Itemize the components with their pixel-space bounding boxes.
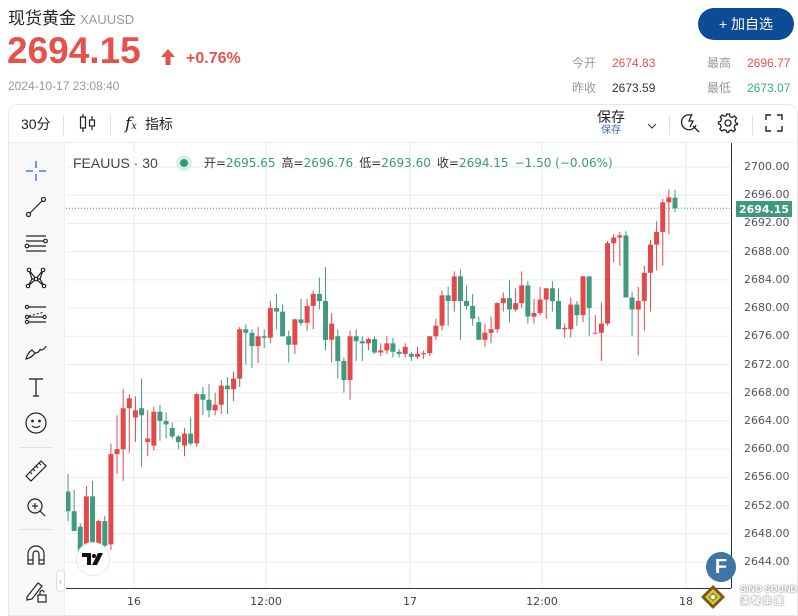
market-status-icon	[175, 154, 192, 171]
sidebar-divider	[19, 529, 53, 530]
function-icon: fx	[125, 114, 137, 134]
trend-line-tool[interactable]	[22, 193, 50, 221]
save-dropdown-button[interactable]	[647, 105, 657, 143]
price-tick: 2648.00	[744, 526, 790, 540]
zoom-in-tool[interactable]	[22, 493, 50, 521]
stat-prev-close-value: 2673.59	[612, 81, 656, 95]
quote-header: 现货黄金 XAUUSD 2694.15 +0.76% 2024-10-17 23:…	[0, 0, 798, 104]
brush-icon	[25, 345, 47, 360]
watermark-badge: F	[706, 552, 736, 582]
indicators-button[interactable]: fx 指标	[125, 105, 173, 143]
time-tick: 12:00	[250, 595, 282, 608]
stat-low: 最低 2673.07	[707, 81, 791, 95]
toolbar-divider	[63, 115, 64, 135]
forecast-icon	[24, 304, 47, 325]
pencil-lock-icon	[26, 582, 47, 603]
sidebar-divider	[19, 447, 53, 448]
price-tick: 2680.00	[744, 301, 790, 315]
time-tick: 16	[127, 595, 141, 608]
price-tick: 2696.00	[744, 188, 790, 202]
horizontal-lines-icon	[24, 235, 48, 252]
price-tick: 2664.00	[744, 413, 790, 427]
time-axis[interactable]: 16 12:00 17 12:00 18	[66, 588, 731, 616]
drawing-toolbar	[9, 143, 65, 615]
pattern-icon	[25, 267, 47, 289]
price-tick: 2668.00	[744, 385, 790, 399]
stat-high-value: 2696.77	[747, 56, 791, 70]
fullscreen-icon	[765, 113, 783, 135]
toolbar-divider	[752, 115, 753, 135]
price-tick: 2684.00	[744, 272, 790, 286]
lightning-search-icon	[679, 112, 701, 137]
price-tick: 2652.00	[744, 498, 790, 512]
price-tick: 2676.00	[744, 329, 790, 343]
price-tick: 2660.00	[744, 442, 790, 456]
brush-tool[interactable]	[22, 337, 50, 365]
last-price: 2694.15	[7, 30, 141, 71]
stat-prev-close: 昨收 2673.59	[572, 81, 656, 95]
price-tick: 2656.00	[744, 470, 790, 484]
price-tick: 2700.00	[744, 160, 790, 173]
watermark-text: SINO SOUND 漢 聲 集 團	[740, 584, 798, 606]
instrument-name: 现货黄金	[8, 9, 76, 28]
time-tick: 17	[403, 595, 417, 608]
price-tick: 2692.00	[744, 216, 790, 230]
forecast-tool[interactable]	[22, 301, 50, 329]
time-tick: 12:00	[526, 595, 558, 608]
add-to-watchlist-button[interactable]: + 加自选	[698, 8, 794, 40]
magnet-tool[interactable]	[22, 541, 50, 569]
instrument-title: 现货黄金 XAUUSD	[8, 4, 134, 29]
watermark-diamond-icon	[700, 584, 726, 615]
ruler-icon	[25, 460, 47, 482]
lock-drawings-tool[interactable]	[22, 577, 50, 605]
zoom-in-icon	[27, 498, 46, 517]
instrument-symbol: XAUUSD	[80, 12, 135, 27]
stat-open: 今开 2674.83	[572, 56, 656, 70]
candlestick-icon	[79, 113, 97, 136]
text-tool[interactable]	[22, 373, 50, 401]
collapse-sidebar-button[interactable]: ‹	[56, 570, 65, 592]
legend-symbol: FEAUUS · 30	[73, 154, 158, 171]
interval-selector[interactable]: 30分	[21, 116, 51, 132]
legend-ohlc: 开=2695.65 高=2696.76 低=2693.60 收=2694.15 −1.5…	[203, 156, 613, 170]
price-axis[interactable]: 2700.00 2696.00 2692.00 2688.00 2684.00 2680.…	[731, 143, 798, 588]
chevron-left-icon: ‹	[59, 576, 62, 586]
stat-low-value: 2673.07	[747, 81, 791, 95]
gear-icon	[717, 112, 739, 137]
chart-legend: FEAUUS · 30 开=2695.65 高=2696.76 低=2693.60 收…	[73, 154, 619, 171]
time-tick: 18	[679, 595, 693, 608]
pattern-tool[interactable]	[22, 265, 50, 293]
stat-high: 最高 2696.77	[707, 56, 791, 70]
tv-logo-icon	[82, 553, 103, 565]
save-button[interactable]: 保存 保存	[597, 109, 625, 136]
crosshair-tool[interactable]	[22, 157, 50, 185]
crosshair-icon	[26, 161, 46, 181]
candlestick-chart[interactable]	[66, 143, 730, 588]
chevron-down-icon	[647, 116, 657, 132]
indicators-label: 指标	[144, 116, 173, 132]
text-icon	[29, 378, 43, 397]
toolbar-divider	[669, 115, 670, 135]
tradingview-logo[interactable]	[76, 542, 110, 576]
magnet-icon	[27, 545, 45, 565]
smiley-icon	[25, 412, 47, 434]
chart-toolbar: 30分 fx 指标 保存 保存	[9, 105, 798, 143]
measure-tool[interactable]	[22, 457, 50, 485]
horizontal-lines-tool[interactable]	[22, 229, 50, 257]
chart-panel: 30分 fx 指标 保存 保存	[8, 104, 798, 616]
price-tick: 2688.00	[744, 244, 790, 258]
stat-open-value: 2674.83	[612, 56, 656, 70]
toolbar-divider	[110, 115, 111, 135]
quick-search-button[interactable]	[679, 105, 701, 143]
change-percent: +0.76%	[186, 50, 241, 67]
emoji-tool[interactable]	[22, 409, 50, 437]
current-price-label: 2694.15	[736, 201, 792, 217]
quote-timestamp: 2024-10-17 23:08:40	[8, 79, 120, 93]
price-tick: 2644.00	[744, 555, 790, 568]
settings-button[interactable]	[717, 105, 739, 143]
fullscreen-button[interactable]	[765, 105, 783, 143]
price-tick: 2672.00	[744, 357, 790, 371]
chart-type-button[interactable]	[79, 105, 97, 143]
trend-line-icon	[25, 196, 47, 218]
